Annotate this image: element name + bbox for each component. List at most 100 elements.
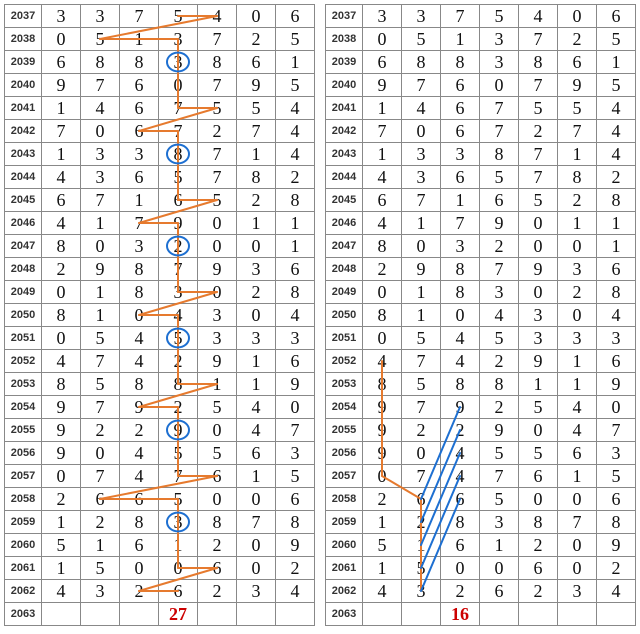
data-cell: 0 [237,534,276,557]
data-cell: 1 [441,189,480,212]
data-cell: 7 [81,396,120,419]
table-row: 20611500602 [5,557,315,580]
data-cell: 6 [276,5,315,28]
data-cell: 0 [159,557,198,580]
data-cell: 6 [441,120,480,143]
data-cell: 6 [120,74,159,97]
data-cell: 7 [519,28,558,51]
data-cell: 8 [597,189,636,212]
row-label: 2060 [326,534,363,557]
row-label: 2052 [5,350,42,373]
data-cell: 5 [519,97,558,120]
data-cell: 6 [120,97,159,120]
data-cell: 9 [402,258,441,281]
data-cell: 2 [441,580,480,603]
data-cell: 3 [363,5,402,28]
table-row: 20538588119 [326,373,636,396]
data-cell: 4 [120,465,159,488]
data-cell: 1 [441,28,480,51]
table-row: 20490183028 [326,281,636,304]
data-cell: 1 [120,189,159,212]
row-label: 2047 [5,235,42,258]
data-cell: 4 [441,442,480,465]
data-cell: 3 [519,304,558,327]
data-cell: 6 [198,557,237,580]
data-cell: 4 [42,580,81,603]
data-cell: 7 [198,28,237,51]
data-cell: 0 [120,557,159,580]
data-cell: 9 [42,442,81,465]
data-cell: 0 [81,442,120,465]
data-cell: 1 [363,511,402,534]
data-cell: 0 [363,28,402,51]
data-cell: 0 [198,235,237,258]
data-cell: 5 [480,166,519,189]
data-cell: 1 [42,557,81,580]
data-cell: 4 [480,304,519,327]
row-label: 2060 [5,534,42,557]
data-cell: 4 [597,120,636,143]
data-cell: 7 [120,212,159,235]
table-row: 20411467554 [326,97,636,120]
row-label: 2052 [326,350,363,373]
table-row: 20591283878 [326,511,636,534]
data-cell: 3 [42,5,81,28]
left-panel: 2037337540620380513725203968838612040976… [4,4,315,626]
data-cell: 2 [597,557,636,580]
data-cell: 8 [363,304,402,327]
data-cell: 1 [276,212,315,235]
table-row: 20591283878 [5,511,315,534]
data-cell: 2 [519,580,558,603]
data-cell: 0 [276,396,315,419]
data-cell: 9 [480,419,519,442]
data-cell: 2 [198,120,237,143]
data-cell: 1 [558,350,597,373]
data-cell: 9 [198,258,237,281]
data-cell: 2 [120,580,159,603]
data-cell: 7 [159,97,198,120]
row-label: 2058 [326,488,363,511]
row-label: 2049 [5,281,42,304]
data-cell: 1 [42,97,81,120]
data-cell: 3 [480,511,519,534]
data-cell: 7 [519,74,558,97]
data-cell: 8 [42,235,81,258]
data-cell: 5 [276,465,315,488]
data-cell: 7 [480,120,519,143]
data-cell: 9 [597,534,636,557]
table-row: 20373375406 [5,5,315,28]
table-row: 20373375406 [326,5,636,28]
data-cell: 0 [363,327,402,350]
table-row: 20456716528 [5,189,315,212]
data-cell: 5 [402,327,441,350]
data-cell: 5 [519,396,558,419]
data-cell: 1 [81,281,120,304]
table-row: 20409760795 [326,74,636,97]
right-table: 2037337540620380513725203968838612040976… [325,4,636,626]
data-cell: 5 [276,74,315,97]
data-cell: 8 [441,281,480,304]
row-label: 2062 [5,580,42,603]
data-cell: 9 [363,74,402,97]
data-cell: 2 [402,511,441,534]
data-cell: 9 [198,350,237,373]
data-cell: 8 [198,511,237,534]
row-label: 2061 [326,557,363,580]
data-cell: 3 [597,442,636,465]
data-cell: 6 [519,557,558,580]
data-cell: 4 [120,350,159,373]
data-cell: 2 [597,166,636,189]
data-cell: 8 [276,189,315,212]
table-row: 20444365782 [326,166,636,189]
data-cell: 0 [198,281,237,304]
data-cell: 1 [558,465,597,488]
row-label: 2051 [326,327,363,350]
data-cell: 1 [276,235,315,258]
row-label: 2049 [326,281,363,304]
data-cell: 0 [558,304,597,327]
data-cell: 1 [558,373,597,396]
data-cell: 4 [597,580,636,603]
table-row: 20524742916 [326,350,636,373]
data-cell: 5 [159,166,198,189]
table-row: 20478032001 [326,235,636,258]
